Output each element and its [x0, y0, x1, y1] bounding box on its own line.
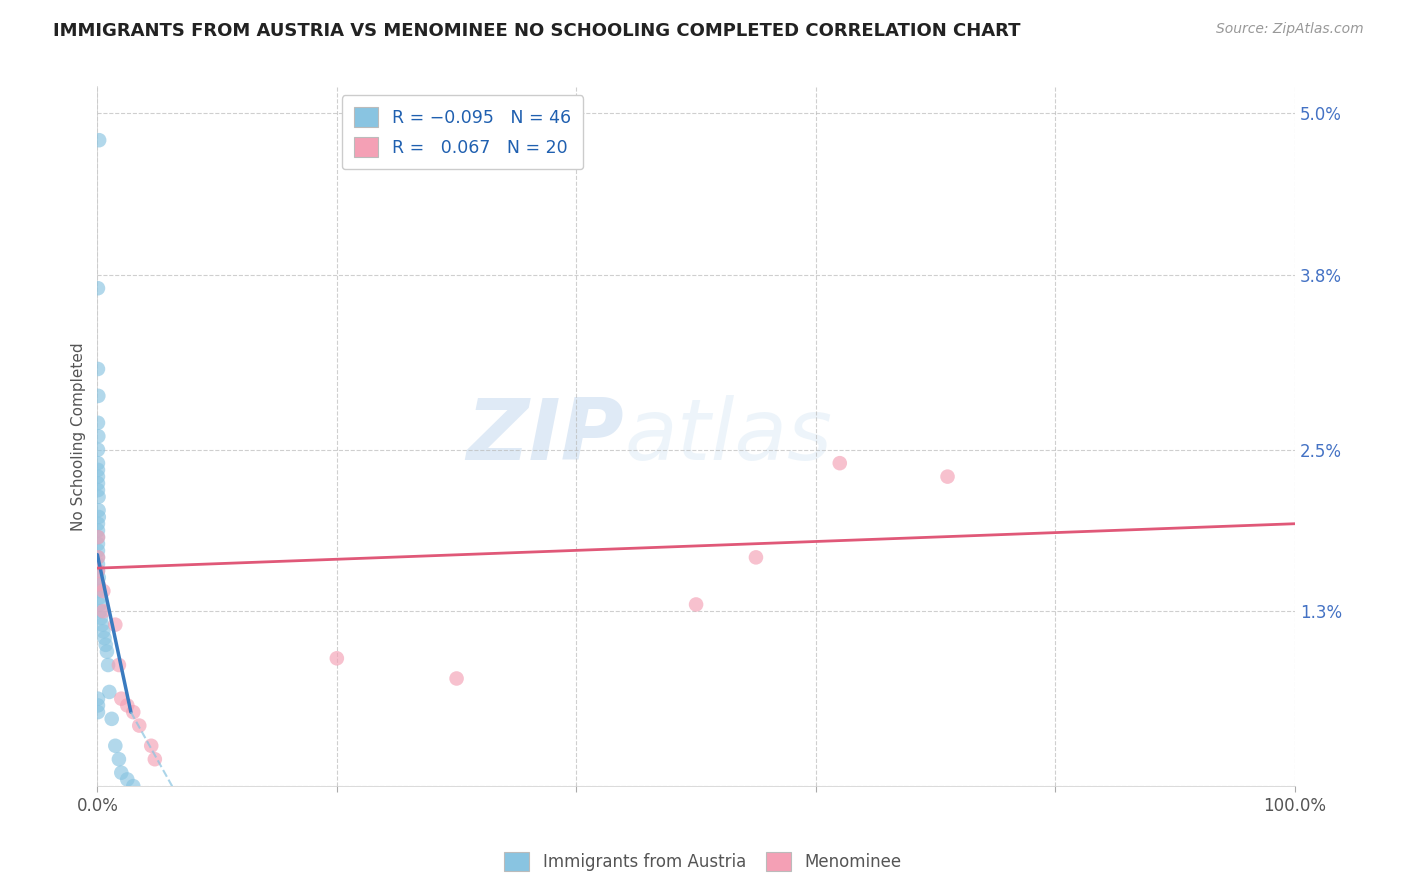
Point: [87, 524, 110, 538]
Point: [89, 598, 111, 612]
Point: [326, 651, 349, 665]
Point: [828, 456, 851, 470]
Point: [96, 644, 118, 658]
Point: [91, 617, 114, 632]
Point: [104, 739, 127, 753]
Point: [87, 691, 110, 706]
Point: [108, 752, 131, 766]
Point: [89, 604, 111, 618]
Point: [87, 577, 110, 591]
Point: [87, 469, 110, 483]
Y-axis label: No Schooling Completed: No Schooling Completed: [72, 342, 86, 531]
Point: [110, 691, 132, 706]
Point: [87, 389, 110, 403]
Point: [91, 604, 114, 618]
Point: [89, 133, 111, 147]
Point: [87, 537, 110, 551]
Point: [117, 772, 139, 787]
Point: [685, 598, 707, 612]
Point: [87, 705, 110, 719]
Point: [87, 476, 110, 491]
Point: [87, 362, 110, 376]
Point: [108, 658, 131, 673]
Point: [90, 611, 112, 625]
Point: [117, 698, 139, 713]
Point: [98, 685, 121, 699]
Point: [87, 698, 110, 713]
Point: [87, 570, 110, 584]
Point: [87, 503, 110, 517]
Legend: Immigrants from Austria, Menominee: Immigrants from Austria, Menominee: [496, 843, 910, 880]
Point: [87, 530, 110, 544]
Point: [87, 543, 110, 558]
Point: [87, 510, 110, 524]
Point: [87, 490, 110, 504]
Point: [100, 712, 122, 726]
Point: [91, 624, 114, 639]
Point: [446, 672, 468, 686]
Point: [87, 564, 110, 578]
Point: [94, 638, 117, 652]
Point: [87, 550, 110, 565]
Text: atlas: atlas: [624, 395, 832, 478]
Text: Source: ZipAtlas.com: Source: ZipAtlas.com: [1216, 22, 1364, 37]
Point: [87, 442, 110, 457]
Point: [87, 516, 110, 531]
Point: [87, 584, 110, 599]
Legend: R = −0.095   N = 46, R =   0.067   N = 20: R = −0.095 N = 46, R = 0.067 N = 20: [342, 95, 583, 169]
Point: [87, 577, 110, 591]
Point: [745, 550, 768, 565]
Point: [87, 557, 110, 571]
Point: [87, 416, 110, 430]
Point: [91, 584, 114, 599]
Point: [87, 463, 110, 477]
Point: [87, 456, 110, 470]
Point: [143, 752, 166, 766]
Point: [97, 658, 120, 673]
Point: [87, 281, 110, 295]
Point: [128, 718, 150, 732]
Point: [110, 765, 132, 780]
Text: IMMIGRANTS FROM AUSTRIA VS MENOMINEE NO SCHOOLING COMPLETED CORRELATION CHART: IMMIGRANTS FROM AUSTRIA VS MENOMINEE NO …: [53, 22, 1021, 40]
Point: [87, 550, 110, 565]
Point: [122, 779, 145, 793]
Point: [87, 483, 110, 497]
Point: [936, 469, 959, 483]
Point: [141, 739, 163, 753]
Point: [93, 631, 115, 645]
Point: [122, 705, 145, 719]
Point: [87, 564, 110, 578]
Point: [87, 429, 110, 443]
Text: ZIP: ZIP: [467, 395, 624, 478]
Point: [87, 530, 110, 544]
Point: [104, 617, 127, 632]
Point: [89, 591, 111, 605]
